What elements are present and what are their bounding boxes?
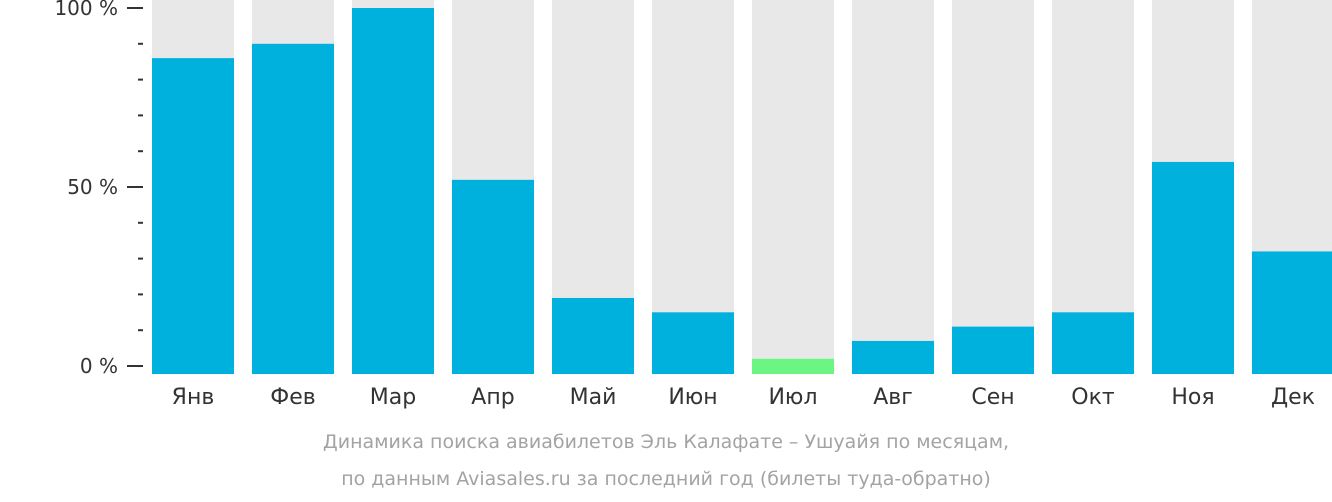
y-axis: 0 % 50 % 100 % <box>54 0 143 378</box>
bar <box>1052 312 1134 374</box>
bar <box>752 358 834 374</box>
x-tick-label: Окт <box>1071 385 1115 410</box>
bar <box>552 297 634 374</box>
bars-group <box>152 0 1332 375</box>
bar <box>852 340 934 374</box>
chart-caption-line-2: по данным Aviasales.ru за последний год … <box>341 468 991 490</box>
bar <box>1252 251 1332 374</box>
x-tick-label: Июл <box>768 385 817 410</box>
chart-caption-line-1: Динамика поиска авиабилетов Эль Калафате… <box>322 431 1010 453</box>
x-tick-label: Янв <box>172 385 215 410</box>
x-tick-label: Дек <box>1271 385 1315 410</box>
y-tick-label: 0 % <box>80 354 118 378</box>
bar <box>152 58 234 375</box>
bar-track <box>752 0 834 374</box>
bar <box>352 8 434 374</box>
x-tick-label: Фев <box>270 385 315 410</box>
x-tick-label: Ноя <box>1171 385 1214 410</box>
bar-track <box>952 0 1034 374</box>
bar-track <box>652 0 734 374</box>
x-tick-label: Мар <box>370 385 416 410</box>
bar <box>252 43 334 375</box>
bar-track <box>1052 0 1134 374</box>
x-tick-label: Сен <box>971 385 1014 410</box>
bar-track <box>852 0 934 374</box>
bar <box>452 179 534 374</box>
bar <box>652 312 734 374</box>
bar <box>1152 161 1234 374</box>
y-tick-label: 50 % <box>67 175 118 199</box>
x-tick-label: Июн <box>668 385 717 410</box>
bar <box>952 326 1034 374</box>
x-tick-label: Май <box>570 385 617 410</box>
y-tick-label: 100 % <box>54 0 118 20</box>
x-tick-label: Авг <box>873 385 913 410</box>
x-axis-labels: Янв Фев Мар Апр Май Июн Июл Авг Сен Окт Ноя Дек <box>172 385 1315 410</box>
x-tick-label: Апр <box>471 385 514 410</box>
